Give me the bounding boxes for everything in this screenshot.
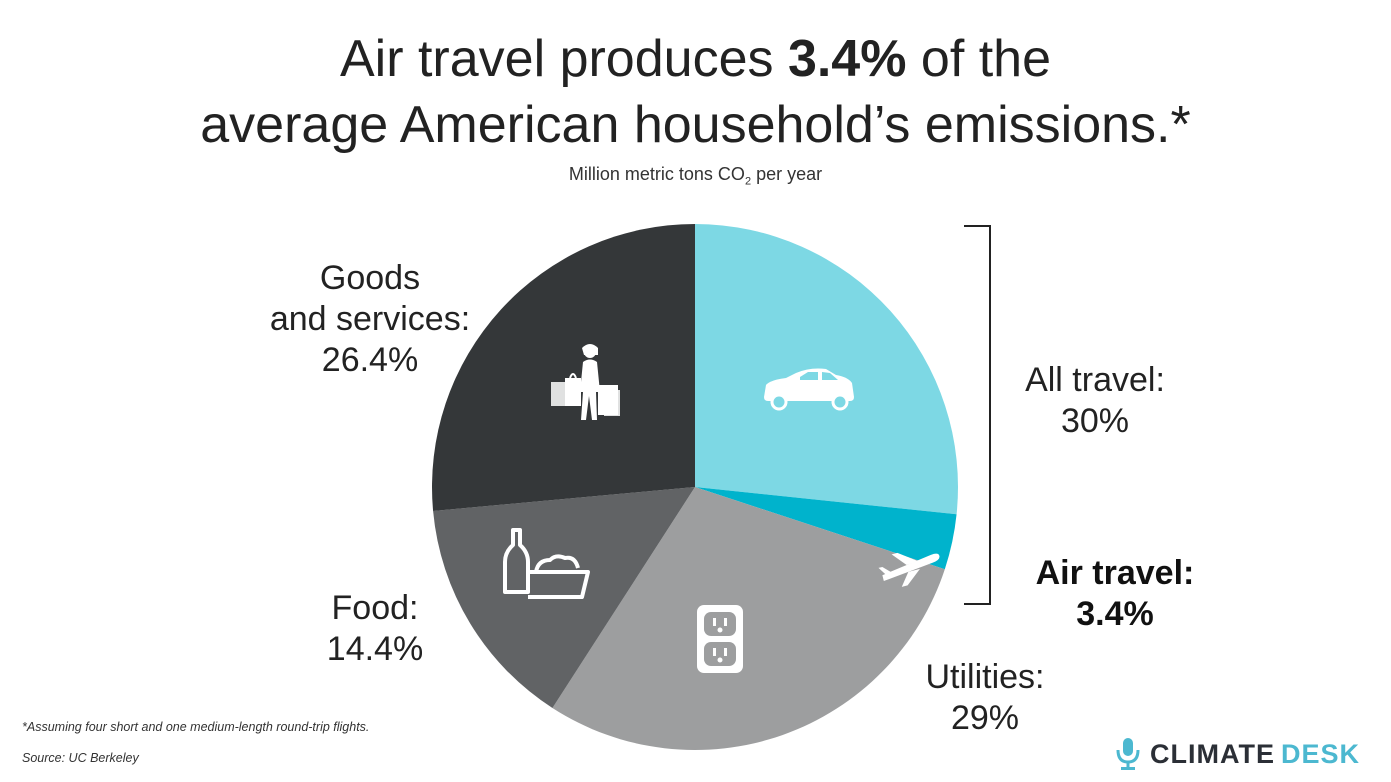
label-utilities: Utilities: 29% [900,657,1070,739]
logo-text-climate: CLIMATE [1150,738,1275,769]
logo-text-desk: DESK [1280,738,1360,769]
footnote: *Assuming four short and one medium-leng… [22,720,370,734]
chart-subtitle: Million metric tons CO2 per year [0,164,1391,188]
car-icon [764,368,854,411]
microphone-icon [1116,738,1140,770]
label-food-value: 14.4% [326,630,424,668]
pie-slice-utilities [552,487,945,751]
label-all-travel-line1: All travel: [1025,361,1165,399]
chart-title: Air travel produces 3.4% of the [0,28,1391,90]
label-goods: Goods and services: 26.4% [240,258,500,381]
subtitle-end: per year [751,164,823,184]
chart-title-line2: average American household’s emissions.* [200,96,1191,154]
source-note: Source: UC Berkeley [22,751,139,765]
travel-bracket [964,225,991,605]
label-utilities-value: 29% [950,699,1020,737]
label-food-line1: Food: [331,589,419,627]
climate-desk-logo: CLIMATE DESK [1114,734,1360,774]
shopper-icon [551,344,620,420]
pie-slice-all-travel-excluding-air [695,224,958,515]
label-all-travel: All travel: 30% [1000,360,1190,442]
groceries-icon [503,528,590,599]
label-goods-value: 26.4% [321,341,419,379]
title-pre: Air travel produces [339,30,788,88]
subtitle-main: Million metric tons CO [568,164,745,184]
label-food: Food: 14.4% [300,588,450,670]
label-air-travel-line1: Air travel: [1035,554,1195,592]
pie-slice-goods-and-services [432,224,695,511]
airplane-icon [878,552,940,587]
label-goods-line2: and services: [269,300,471,338]
pie-slice-air-travel [695,487,957,570]
label-air-travel-value: 3.4% [1076,595,1154,633]
title-highlight: 3.4% [787,30,907,88]
label-goods-line1: Goods [319,259,421,297]
title-post: of the [906,30,1052,88]
label-utilities-line1: Utilities: [925,658,1045,696]
label-air-travel: Air travel: 3.4% [1010,553,1220,635]
label-all-travel-value: 30% [1060,402,1130,440]
outlet-icon [697,605,743,673]
subtitle-subscript: 2 [744,175,752,188]
